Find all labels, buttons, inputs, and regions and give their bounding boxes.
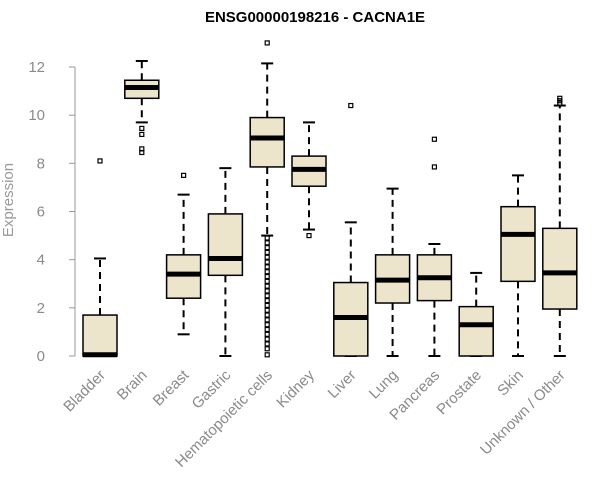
outlier-point — [264, 264, 270, 270]
outlier-point — [264, 293, 270, 299]
x-tick-label: Skin — [494, 367, 527, 400]
outlier-point — [264, 288, 270, 294]
outlier-point — [264, 40, 270, 46]
x-tick-label: Lung — [366, 367, 402, 403]
box-bladder — [82, 158, 118, 358]
y-tick-label: 6 — [37, 204, 45, 221]
box-breast — [165, 172, 202, 336]
outlier-point — [264, 235, 270, 241]
outlier-point — [306, 232, 312, 239]
outlier-point — [139, 149, 145, 156]
outlier-point — [264, 249, 270, 256]
box-unknown-other — [542, 95, 578, 357]
x-tick-label: Bladder — [60, 367, 109, 416]
outlier-point — [264, 322, 270, 328]
outlier-point — [264, 336, 270, 342]
box-prostate — [458, 271, 494, 357]
y-axis: 0 2 4 6 8 10 12 — [28, 59, 76, 365]
outlier-point — [264, 331, 270, 337]
outlier-point — [264, 298, 270, 304]
outlier-point — [264, 269, 270, 275]
outlier-point — [264, 240, 270, 246]
outlier-point — [264, 312, 270, 318]
outlier-point — [264, 278, 270, 284]
outlier-point — [264, 352, 270, 358]
outlier-point — [264, 302, 270, 309]
box-lung — [374, 187, 411, 357]
y-tick-label: 4 — [37, 252, 45, 269]
outlier-point — [264, 254, 270, 260]
box-iqr — [458, 305, 494, 357]
outlier-point — [431, 164, 437, 170]
outlier-point — [264, 245, 270, 251]
y-tick-label: 8 — [37, 155, 45, 172]
outlier-point — [431, 136, 437, 142]
y-tick-label: 12 — [28, 59, 45, 76]
y-tick-label: 0 — [37, 348, 45, 365]
box-iqr — [82, 314, 118, 357]
box-gastric — [207, 167, 244, 357]
outlier-point — [264, 273, 270, 280]
x-tick-label: Prostate — [433, 367, 485, 419]
y-axis-label: Expression — [0, 163, 17, 237]
outlier-point — [181, 172, 187, 178]
outlier-point — [264, 259, 270, 265]
y-tick-label: 10 — [28, 107, 45, 124]
outlier-point — [264, 283, 270, 289]
box-kidney — [291, 121, 327, 239]
outlier-point — [264, 307, 270, 313]
box-liver — [333, 102, 369, 357]
box-pancreas — [416, 136, 453, 357]
box-iqr — [500, 205, 536, 283]
chart-title: ENSG00000198216 - CACNA1E — [205, 9, 425, 26]
box-iqr — [249, 116, 285, 168]
y-tick-label: 2 — [37, 300, 45, 317]
outlier-point — [264, 346, 270, 352]
x-tick-label: Kidney — [273, 366, 318, 411]
outlier-point — [139, 131, 145, 138]
x-tick-label: Brain — [114, 367, 151, 404]
box-hematopoietic-cells — [249, 40, 285, 358]
outlier-point — [557, 95, 563, 101]
outlier-point — [264, 341, 270, 347]
x-tick-label: Breast — [150, 366, 193, 409]
box-skin — [500, 174, 536, 357]
box-iqr — [207, 213, 244, 277]
x-tick-label: Liver — [325, 367, 360, 402]
outlier-point — [348, 102, 354, 109]
boxes-group — [82, 40, 578, 358]
outlier-point — [264, 317, 270, 323]
box-brain — [124, 59, 160, 156]
outlier-point — [97, 158, 103, 164]
outlier-point — [264, 326, 270, 333]
box-iqr — [542, 227, 578, 310]
outlier-point — [139, 125, 145, 132]
